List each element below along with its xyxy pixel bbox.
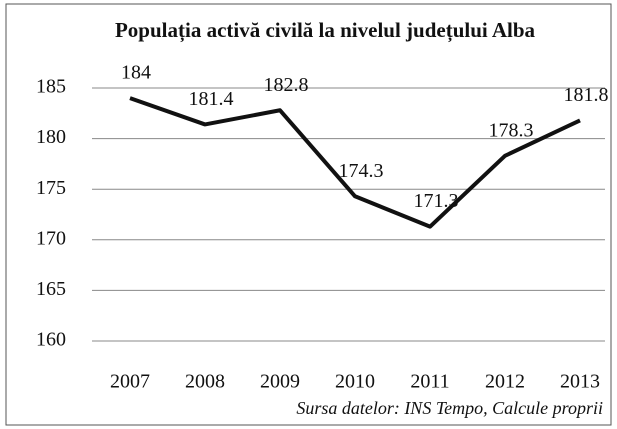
- data-line: [129, 96, 581, 229]
- source-note: Sursa datelor: INS Tempo, Calcule propri…: [296, 398, 603, 418]
- x-tick-label: 2009: [260, 371, 300, 393]
- y-tick-label: 160: [36, 329, 66, 351]
- data-label: 178.3: [489, 119, 534, 141]
- chart-border: [5, 3, 612, 426]
- chart-title: Populația activă civilă la nivelul județ…: [114, 18, 536, 42]
- x-tick-label: 2011: [410, 371, 449, 393]
- data-label: 174.3: [339, 160, 384, 182]
- data-label: 184: [121, 62, 151, 84]
- y-tick-label: 180: [36, 126, 66, 148]
- x-tick-label: 2008: [185, 371, 225, 393]
- data-label: 181.8: [564, 84, 609, 106]
- x-tick-label: 2010: [335, 371, 375, 393]
- y-tick-label: 170: [36, 227, 66, 249]
- y-tick-label: 185: [36, 76, 66, 98]
- data-label: 182.8: [264, 74, 309, 96]
- x-tick-label: 2013: [560, 371, 600, 393]
- data-label: 181.4: [189, 88, 234, 110]
- x-tick-label: 2012: [485, 371, 525, 393]
- y-tick-label: 175: [36, 177, 66, 199]
- data-label: 171.3: [414, 190, 459, 212]
- x-tick-label: 2007: [110, 371, 150, 393]
- y-tick-label: 165: [36, 278, 66, 300]
